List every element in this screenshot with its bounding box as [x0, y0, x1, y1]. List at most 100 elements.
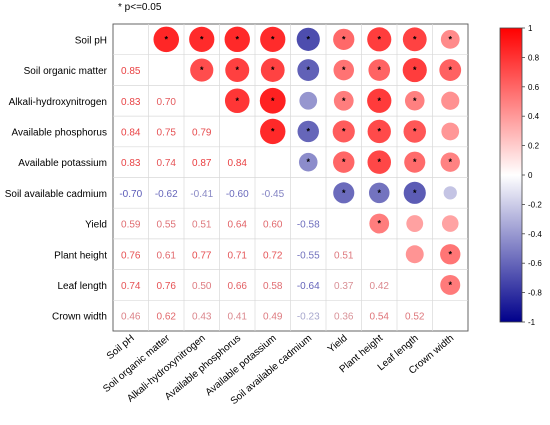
row-label: Soil organic matter: [24, 66, 108, 77]
correlation-circle: [333, 90, 354, 111]
cell-label: 0.36: [334, 312, 354, 323]
significance-note: * p<=0.05: [118, 2, 162, 13]
correlation-circle: [367, 150, 392, 174]
significance-marker: *: [235, 65, 239, 75]
significance-marker: *: [377, 126, 381, 136]
cell-label: 0.59: [121, 220, 141, 231]
correlation-circle: [368, 59, 391, 81]
cell-label: 0.77: [192, 250, 212, 261]
correlation-circle: [190, 58, 214, 82]
cell-label: 0.70: [157, 97, 177, 108]
cell-label: 0.55: [157, 220, 177, 231]
cell-label: 0.71: [228, 250, 248, 261]
correlation-circle: [260, 26, 286, 52]
correlation-circle: [440, 274, 461, 295]
cell-label: 0.75: [157, 127, 177, 138]
colorbar-tick-label: 0.6: [528, 83, 540, 92]
colorbar-tick-label: -0.8: [528, 289, 542, 298]
significance-marker: *: [235, 34, 239, 44]
cell-label: 0.41: [228, 312, 248, 323]
significance-marker: *: [164, 34, 168, 44]
cell-label: 0.60: [263, 220, 283, 231]
correlation-circle: [440, 152, 460, 172]
row-label: Soil available cadmium: [5, 189, 107, 200]
cell-label: -0.62: [155, 189, 178, 200]
significance-marker: *: [377, 34, 381, 44]
colorbar-tick-label: 0: [528, 171, 533, 180]
cell-label: 0.79: [192, 127, 212, 138]
cell-label: 0.84: [121, 127, 141, 138]
significance-marker: *: [306, 34, 310, 44]
correlation-circle: [404, 90, 425, 111]
cell-label: 0.54: [370, 312, 390, 323]
cell-label: 0.74: [157, 158, 177, 169]
correlation-circle: [333, 151, 355, 173]
correlation-circle: [224, 88, 250, 114]
correlation-circle: [368, 182, 390, 204]
correlation-circle: [298, 152, 318, 172]
correlation-circle: [260, 58, 285, 82]
cell-label: -0.41: [190, 189, 213, 200]
significance-marker: *: [448, 249, 452, 259]
colorbar-tick-label: -0.2: [528, 200, 542, 209]
row-label: Soil pH: [75, 35, 107, 46]
correlation-circle: [225, 58, 250, 83]
correlation-circle: [153, 26, 180, 53]
row-label: Alkali-hydroxynitrogen: [9, 97, 107, 108]
significance-marker: *: [377, 157, 381, 167]
cell-label: 0.61: [157, 250, 177, 261]
cell-label: -0.45: [261, 189, 284, 200]
correlation-circle: [367, 119, 391, 144]
correlation-circle: [367, 88, 392, 113]
colorbar-tick-label: 1: [528, 24, 533, 33]
significance-marker: *: [448, 65, 452, 75]
cell-label: 0.64: [228, 220, 248, 231]
cell-label: 0.83: [121, 97, 141, 108]
cell-label: -0.64: [297, 281, 320, 292]
cell-label: 0.62: [157, 312, 177, 323]
cell-label: 0.87: [192, 158, 212, 169]
correlation-circle: [443, 186, 457, 200]
cell-label: 0.43: [192, 312, 212, 323]
significance-marker: *: [235, 96, 239, 106]
cell-label: -0.55: [297, 250, 320, 261]
correlation-circle: [333, 182, 355, 204]
significance-marker: *: [200, 34, 204, 44]
significance-marker: *: [342, 126, 346, 136]
significance-marker: *: [413, 157, 417, 167]
correlation-circle: [296, 27, 320, 51]
cell-label: -0.58: [297, 220, 320, 231]
colorbar: [499, 27, 523, 323]
correlation-circle: [440, 29, 460, 49]
colorbar-tick-label: -1: [528, 318, 536, 327]
correlation-circle: [404, 151, 426, 173]
significance-marker: *: [271, 34, 275, 44]
correlation-circle: [367, 27, 392, 52]
significance-marker: *: [342, 157, 346, 167]
significance-marker: *: [306, 65, 310, 75]
cell-label: 0.42: [370, 281, 390, 292]
row-label: Plant height: [54, 250, 107, 261]
column-label: Soil pH: [105, 333, 137, 362]
significance-marker: *: [342, 96, 346, 106]
significance-marker: *: [413, 34, 417, 44]
correlation-circle: [405, 245, 424, 264]
colorbar-tick-label: -0.6: [528, 259, 542, 268]
colorbar-tick-label: -0.4: [528, 230, 542, 239]
correlation-circle: [441, 122, 460, 141]
row-label: Available potassium: [18, 158, 107, 169]
significance-marker: *: [377, 188, 381, 198]
cell-label: 0.83: [121, 158, 141, 169]
cell-label: -0.70: [119, 189, 142, 200]
significance-marker: *: [342, 34, 346, 44]
row-label: Crown width: [52, 312, 107, 323]
significance-marker: *: [377, 65, 381, 75]
correlation-circle: [403, 181, 426, 204]
correlation-circle: [403, 120, 427, 143]
cell-label: 0.85: [121, 66, 141, 77]
cell-label: 0.76: [157, 281, 177, 292]
significance-marker: *: [271, 65, 275, 75]
correlation-circle: [332, 120, 355, 143]
correlation-circle: [260, 118, 286, 145]
